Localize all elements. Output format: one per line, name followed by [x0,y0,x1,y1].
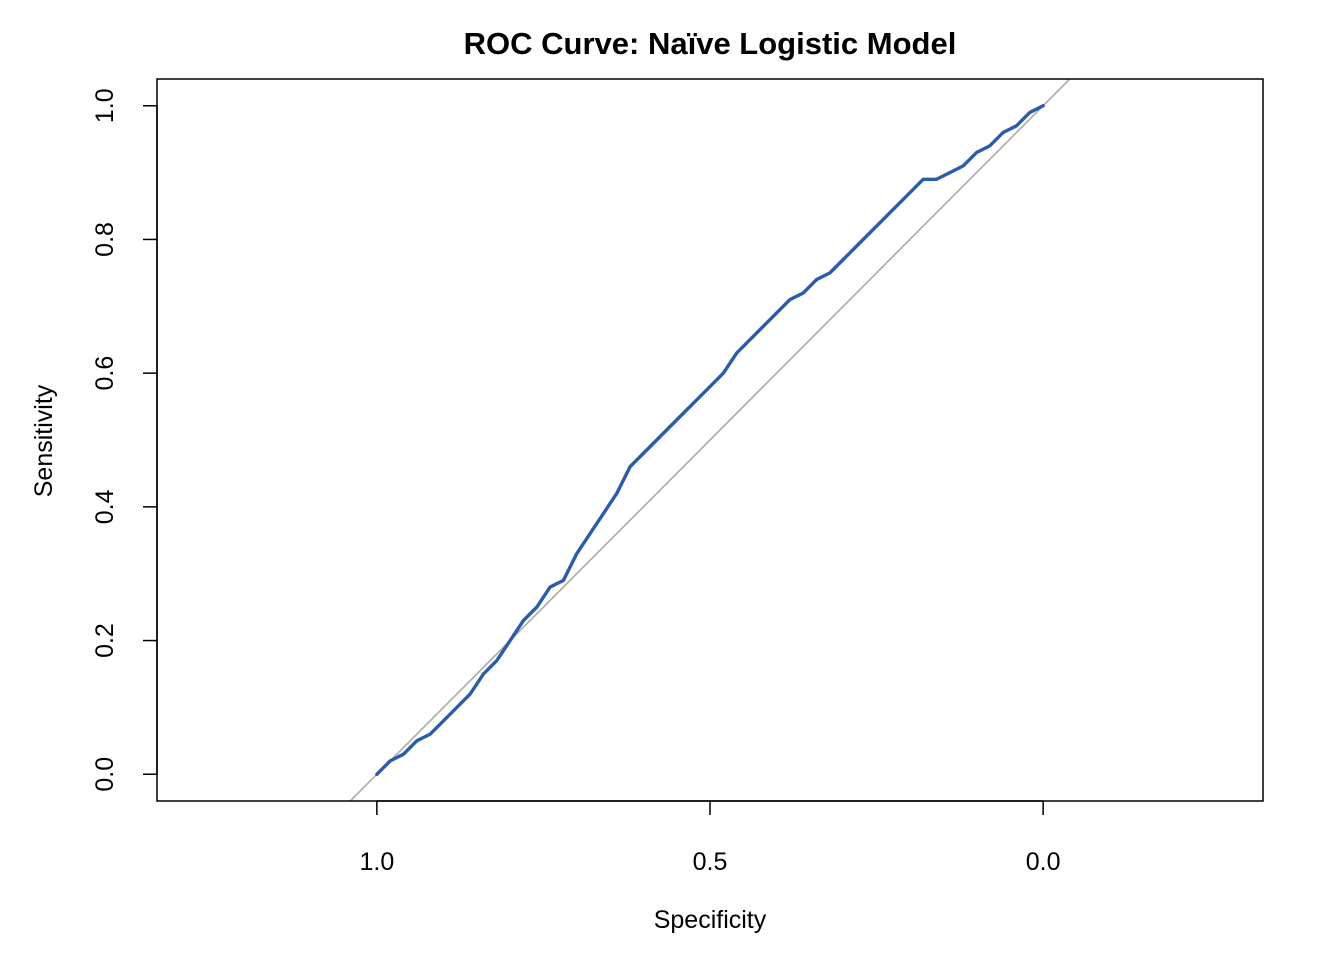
x-tick-label: 0.5 [693,848,728,876]
reference-diagonal [349,79,1071,801]
y-axis: 0.0 0.2 0.4 0.6 0.8 1.0 [91,88,158,792]
y-tick-label: 0.6 [91,356,119,391]
chart-title: ROC Curve: Naïve Logistic Model [464,26,957,61]
y-axis-label: Sensitivity [30,384,58,497]
y-tick-label: 0.8 [91,222,119,257]
y-tick-label: 0.0 [91,757,119,792]
x-tick-label: 1.0 [359,848,394,876]
x-axis: 1.0 0.5 0.0 [359,800,1061,876]
roc-curve-line [375,104,1045,776]
x-tick-label: 0.0 [1026,848,1061,876]
y-tick-label: 1.0 [91,88,119,123]
y-tick-label: 0.2 [91,623,119,658]
plot-area [349,79,1071,801]
y-tick-label: 0.4 [91,489,119,524]
x-axis-label: Specificity [654,906,767,934]
